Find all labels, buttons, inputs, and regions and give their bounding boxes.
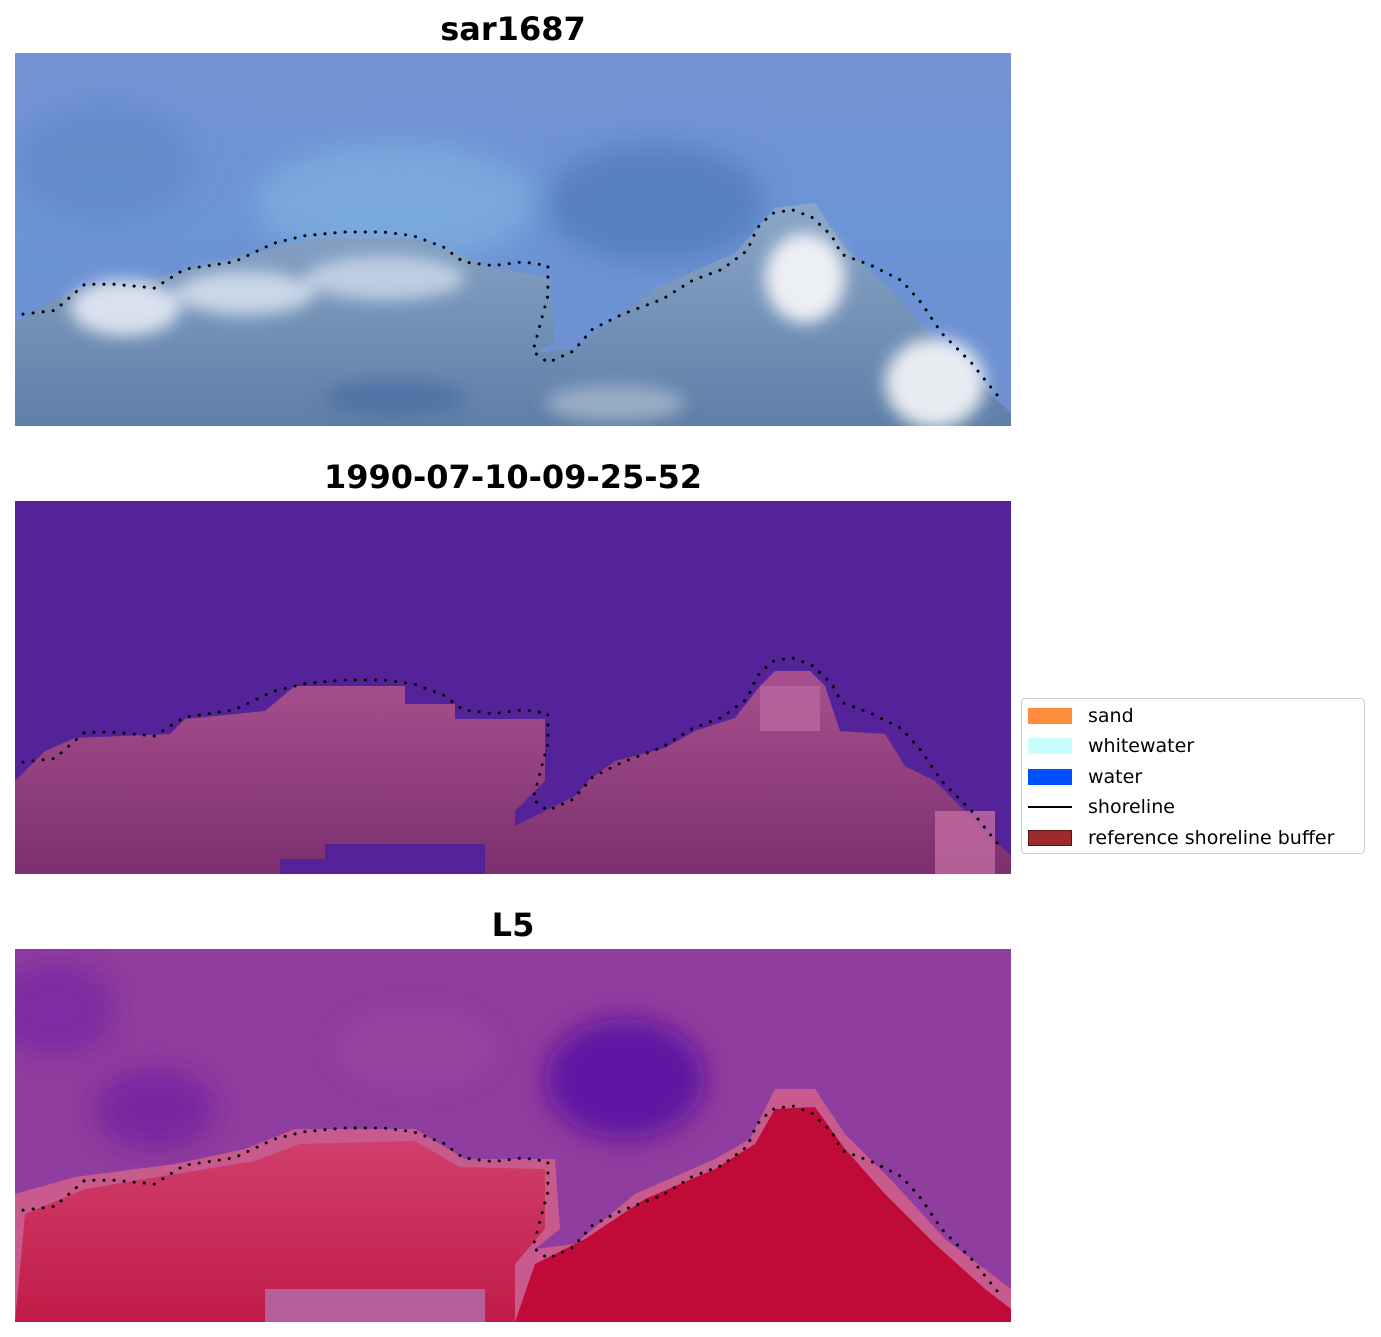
legend-label: reference shoreline buffer [1088,826,1335,849]
legend-item-whitewater: whitewater [1028,731,1194,761]
legend-color-swatch [1028,738,1072,755]
legend-label: sand [1088,705,1134,727]
legend-color-swatch [1028,768,1072,785]
legend-label: shoreline [1088,796,1175,819]
legend-item-sand: sand [1028,701,1134,731]
legend-color-swatch [1028,708,1072,724]
panel-title-rgb: sar1687 [440,10,586,48]
panel-title-classified: 1990-07-10-09-25-52 [323,458,703,496]
legend-label: whitewater [1088,735,1195,758]
rgb-image-panel [15,53,1011,426]
legend-item-shoreline: shoreline [1028,792,1175,822]
index-image [15,949,1011,1322]
classified-image [15,501,1011,874]
legend-label: water [1088,765,1143,788]
index-image-panel [15,949,1011,1322]
rgb-image [15,53,1011,426]
legend-color-swatch [1028,829,1072,846]
legend: sand whitewater water shoreline reference sh… [1021,698,1365,854]
classified-image-panel [15,501,1011,874]
legend-line-swatch [1028,806,1072,809]
panel-title-index: L5 [491,906,535,944]
legend-item-reference-shoreline-buffer: reference shoreline buffer [1028,823,1334,853]
legend-item-water: water [1028,762,1142,792]
